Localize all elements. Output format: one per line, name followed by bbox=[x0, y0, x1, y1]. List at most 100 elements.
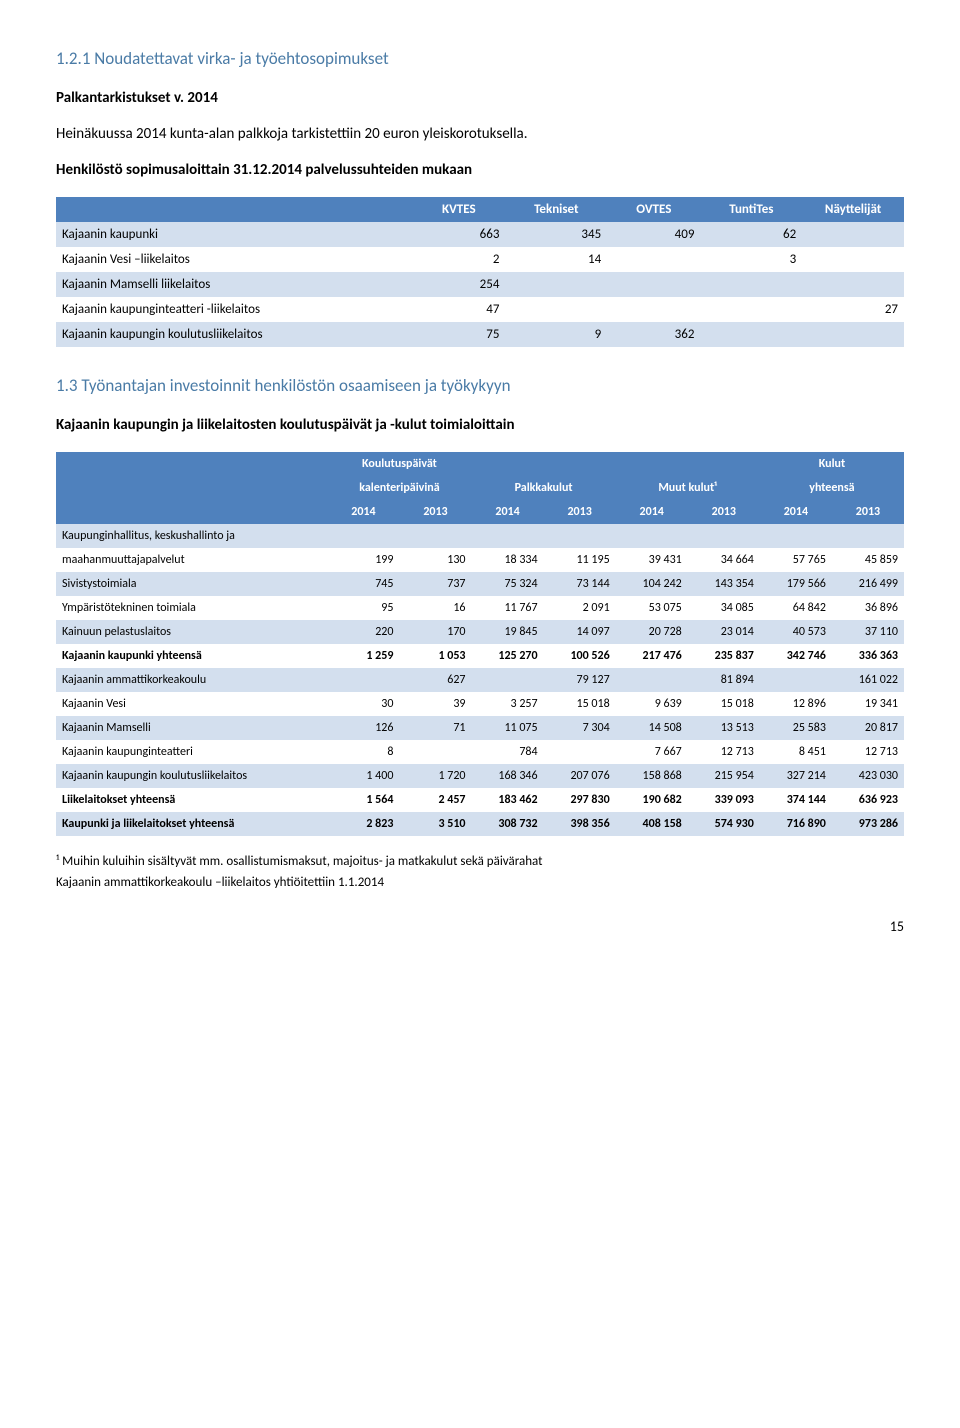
table-subheader: 2013 bbox=[832, 500, 904, 524]
table-cell: Liikelaitokset yhteensä bbox=[56, 788, 327, 812]
table-cell: 14 508 bbox=[616, 716, 688, 740]
table-header: Tekniset bbox=[505, 197, 607, 222]
table-cell: 297 830 bbox=[544, 788, 616, 812]
table-cell: Kaupunginhallitus, keskushallinto ja bbox=[56, 524, 327, 548]
table-cell: 190 682 bbox=[616, 788, 688, 812]
table-cell: Kajaanin kaupunginteatteri -liikelaitos bbox=[56, 297, 412, 322]
section-heading-1-2-1: 1.2.1 Noudatettavat virka- ja työehtosop… bbox=[56, 48, 904, 69]
table-header bbox=[472, 452, 616, 476]
table-cell: 2 091 bbox=[544, 596, 616, 620]
table-cell: 71 bbox=[399, 716, 471, 740]
footnote-2: Kajaanin ammattikorkeakoulu –liikelaitos… bbox=[56, 875, 904, 890]
table-cell: Kajaanin Mamselli bbox=[56, 716, 327, 740]
table-cell: 75 bbox=[412, 322, 505, 347]
table-cell: 34 085 bbox=[688, 596, 760, 620]
table-cell: 207 076 bbox=[544, 764, 616, 788]
table-cell: 308 732 bbox=[472, 812, 544, 836]
table-cell: 36 896 bbox=[832, 596, 904, 620]
table-cell: Kajaanin kaupunginteatteri bbox=[56, 740, 327, 764]
table-cell: 3 510 bbox=[399, 812, 471, 836]
table-cell: 95 bbox=[327, 596, 399, 620]
table-cell: 11 195 bbox=[544, 548, 616, 572]
table-cell: 745 bbox=[327, 572, 399, 596]
table-cell: 1 259 bbox=[327, 644, 399, 668]
table-cell: 574 930 bbox=[688, 812, 760, 836]
table-cell: 339 093 bbox=[688, 788, 760, 812]
table-sopimusalat: KVTESTeknisetOVTESTuntiTesNäyttelijätKaj… bbox=[56, 197, 904, 347]
table-cell: Kaupunki ja liikelaitokset yhteensä bbox=[56, 812, 327, 836]
table-cell: 409 bbox=[607, 222, 700, 247]
table-cell: Kajaanin kaupunki yhteensä bbox=[56, 644, 327, 668]
table-subheader: 2013 bbox=[544, 500, 616, 524]
table-cell: 75 324 bbox=[472, 572, 544, 596]
table-cell: 39 431 bbox=[616, 548, 688, 572]
table-cell: Kajaanin ammattikorkeakoulu bbox=[56, 668, 327, 692]
table-cell: maahanmuuttajapalvelut bbox=[56, 548, 327, 572]
table-cell: 342 746 bbox=[760, 644, 832, 668]
table-cell: 183 462 bbox=[472, 788, 544, 812]
table-cell: 217 476 bbox=[616, 644, 688, 668]
table-cell bbox=[505, 272, 607, 297]
table-cell: 18 334 bbox=[472, 548, 544, 572]
table-cell bbox=[505, 297, 607, 322]
table-cell: 1 400 bbox=[327, 764, 399, 788]
table-header: Palkkakulut bbox=[472, 476, 616, 500]
table-cell: 23 014 bbox=[688, 620, 760, 644]
table1-heading: Henkilöstö sopimusaloittain 31.12.2014 p… bbox=[56, 161, 904, 179]
table-cell: 7 304 bbox=[544, 716, 616, 740]
table-header: Kulut bbox=[760, 452, 904, 476]
table-cell: 12 713 bbox=[832, 740, 904, 764]
table-cell bbox=[760, 524, 832, 548]
table-cell: 784 bbox=[472, 740, 544, 764]
table-cell: 25 583 bbox=[760, 716, 832, 740]
table-cell bbox=[616, 668, 688, 692]
table-cell: Kajaanin Vesi bbox=[56, 692, 327, 716]
table-cell: 130 bbox=[399, 548, 471, 572]
table-cell: 3 257 bbox=[472, 692, 544, 716]
table-cell: 2 823 bbox=[327, 812, 399, 836]
table-subheader bbox=[56, 500, 327, 524]
table-koulutuspaivat: KoulutuspäivätKulutkalenteripäivinäPalkk… bbox=[56, 452, 904, 836]
table-cell: 13 513 bbox=[688, 716, 760, 740]
table-cell: 158 868 bbox=[616, 764, 688, 788]
table-cell: Kajaanin kaupungin koulutusliikelaitos bbox=[56, 322, 412, 347]
table-cell: 57 765 bbox=[760, 548, 832, 572]
table-cell bbox=[327, 668, 399, 692]
table-cell: 126 bbox=[327, 716, 399, 740]
table-header: OVTES bbox=[607, 197, 700, 222]
table-cell bbox=[802, 322, 904, 347]
table-cell: 62 bbox=[700, 222, 802, 247]
table-cell: 170 bbox=[399, 620, 471, 644]
table-cell: 11 075 bbox=[472, 716, 544, 740]
table-cell bbox=[832, 524, 904, 548]
table-cell: 398 356 bbox=[544, 812, 616, 836]
body-paragraph: Heinäkuussa 2014 kunta-alan palkkoja tar… bbox=[56, 125, 904, 143]
table-cell: 9 bbox=[505, 322, 607, 347]
table-cell: 73 144 bbox=[544, 572, 616, 596]
table-cell: 1 564 bbox=[327, 788, 399, 812]
table-cell bbox=[544, 740, 616, 764]
table-cell: 345 bbox=[505, 222, 607, 247]
table-cell: 12 896 bbox=[760, 692, 832, 716]
table-header: Muut kulut¹ bbox=[616, 476, 760, 500]
table-cell: 168 346 bbox=[472, 764, 544, 788]
table-subheader: 2014 bbox=[327, 500, 399, 524]
table-cell: 104 242 bbox=[616, 572, 688, 596]
table-cell: 2 457 bbox=[399, 788, 471, 812]
table-cell: 7 667 bbox=[616, 740, 688, 764]
palkantarkistukset-heading: Palkantarkistukset v. 2014 bbox=[56, 89, 904, 107]
table-cell: 235 837 bbox=[688, 644, 760, 668]
table-cell bbox=[802, 247, 904, 272]
table-cell: 45 859 bbox=[832, 548, 904, 572]
table-cell: 636 923 bbox=[832, 788, 904, 812]
table-cell: 216 499 bbox=[832, 572, 904, 596]
table-cell: Kajaanin kaupunki bbox=[56, 222, 412, 247]
table-cell: 220 bbox=[327, 620, 399, 644]
table-cell: 1 053 bbox=[399, 644, 471, 668]
table-cell bbox=[760, 668, 832, 692]
table-cell: 423 030 bbox=[832, 764, 904, 788]
table-subheader: 2014 bbox=[616, 500, 688, 524]
table-cell bbox=[802, 272, 904, 297]
table-cell: 11 767 bbox=[472, 596, 544, 620]
table-cell: 34 664 bbox=[688, 548, 760, 572]
